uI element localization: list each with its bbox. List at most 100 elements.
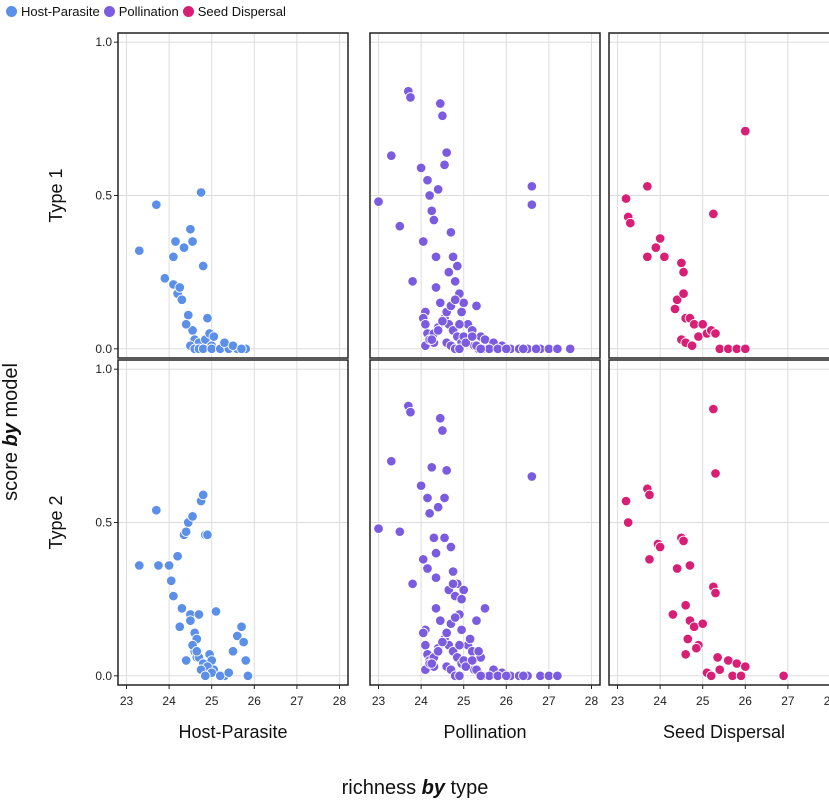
data-point <box>456 624 467 636</box>
data-point <box>456 593 467 605</box>
data-point <box>714 664 725 675</box>
data-point <box>180 319 192 330</box>
legend-marker-pollination <box>103 5 115 17</box>
y-tick-label: 0.5 <box>95 189 112 203</box>
x-tick-label: 27 <box>781 694 795 708</box>
y-axis-title: score by model <box>0 363 22 501</box>
data-point <box>172 550 183 562</box>
data-point <box>710 328 721 339</box>
data-point <box>417 236 429 247</box>
x-tick-label: 25 <box>696 694 710 708</box>
data-point <box>394 220 406 232</box>
data-point <box>678 535 689 547</box>
column-label-pollination: Pollination <box>443 722 526 742</box>
data-point <box>435 413 446 424</box>
x-tick-label: 27 <box>290 694 304 708</box>
data-point <box>684 560 696 571</box>
data-point <box>466 655 478 666</box>
legend-item-host-parasite: Host-Parasite <box>6 4 100 19</box>
data-point <box>454 319 465 330</box>
data-point <box>456 306 467 318</box>
data-point <box>778 670 789 682</box>
data-point <box>435 98 446 109</box>
data-point <box>180 655 192 666</box>
data-point <box>686 340 698 351</box>
data-point <box>432 325 444 336</box>
panel-frame <box>608 32 829 359</box>
data-point <box>740 125 751 137</box>
data-point <box>437 636 448 648</box>
legend-marker-host-parasite <box>6 5 17 17</box>
legend-label-host-parasite: Host-Parasite <box>21 3 100 19</box>
data-point <box>644 489 655 501</box>
data-point <box>238 636 249 648</box>
row-label-type-2: Type 2 <box>46 495 66 549</box>
data-point <box>464 633 476 645</box>
data-point <box>373 196 384 207</box>
data-point <box>185 223 196 235</box>
data-point <box>430 547 442 559</box>
data-point <box>151 504 162 516</box>
y-tick-label: 0.0 <box>95 669 112 683</box>
data-point <box>437 425 448 436</box>
data-point <box>518 343 529 355</box>
data-point <box>176 294 188 305</box>
x-tick-label: 23 <box>372 694 386 708</box>
data-point <box>475 670 486 682</box>
data-point <box>151 199 162 210</box>
data-point <box>180 526 192 537</box>
data-point <box>159 273 171 284</box>
panel-type-2-host-parasite: 0.0 0.5 1.0 23 24 25 26 27 28 <box>95 359 349 708</box>
data-point <box>426 658 438 669</box>
panel-type-2-pollination: 23 24 25 26 27 28 <box>369 359 601 708</box>
column-label-host-parasite: Host-Parasite <box>178 722 287 742</box>
panels-layer: 0.0 0.5 1.0 0.0 0.5 1.0 23 24 25 26 27 28 23 24 25 26 27… <box>95 32 829 708</box>
data-point <box>426 205 438 217</box>
data-point <box>654 541 666 553</box>
data-point <box>208 331 220 342</box>
data-point <box>650 242 662 253</box>
data-point <box>471 300 482 312</box>
data-point <box>178 242 190 253</box>
data-point <box>407 578 418 590</box>
data-point <box>386 455 397 467</box>
data-point <box>202 529 213 541</box>
data-point <box>417 627 429 639</box>
x-tick-label: 28 <box>333 694 347 708</box>
data-point <box>735 670 747 682</box>
column-label-seed-dispersal: Seed Dispersal <box>663 722 785 742</box>
data-point <box>435 297 446 309</box>
x-tick-label: 23 <box>120 694 134 708</box>
data-point <box>174 621 186 632</box>
row-label-type-1: Type 1 <box>46 168 66 222</box>
x-tick-label: 28 <box>585 694 599 708</box>
data-point <box>236 343 247 355</box>
data-point <box>432 646 444 657</box>
x-tick-label: 24 <box>414 694 428 708</box>
data-point <box>415 480 427 491</box>
data-point <box>445 227 457 238</box>
data-point <box>430 282 442 293</box>
data-point <box>170 236 181 247</box>
data-point <box>680 600 691 611</box>
data-point <box>552 343 563 355</box>
data-point <box>501 343 512 355</box>
data-point <box>441 627 452 639</box>
data-point <box>620 495 632 507</box>
data-point <box>479 603 491 614</box>
data-point <box>165 575 177 587</box>
legend-marker-seed-dispersal <box>182 5 194 17</box>
panel-frame <box>369 32 601 359</box>
data-point <box>680 649 691 660</box>
data-point <box>176 603 188 614</box>
data-point <box>443 266 455 278</box>
data-point <box>430 603 442 614</box>
data-point <box>439 159 450 171</box>
data-point <box>501 670 512 682</box>
data-point <box>232 630 243 642</box>
y-tick-label: 0.5 <box>95 516 112 530</box>
data-point <box>642 181 653 192</box>
data-point <box>473 646 484 657</box>
data-point <box>449 294 461 305</box>
